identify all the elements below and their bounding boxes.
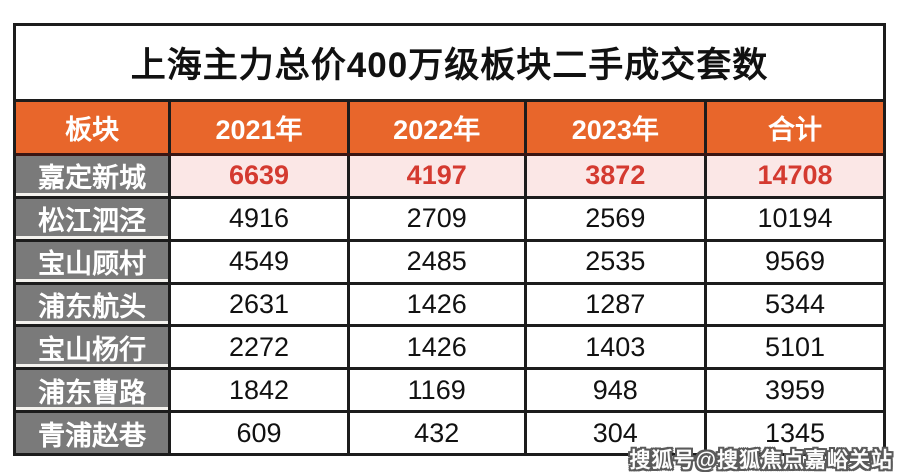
data-cell: 1287 xyxy=(526,281,707,325)
row-label: 宝山顾村 xyxy=(16,238,172,282)
data-cell: 609 xyxy=(171,410,350,454)
data-cell: 4549 xyxy=(171,238,350,282)
table-row-songjiang: 松江泗泾 4916 2709 2569 10194 xyxy=(16,195,883,239)
row-label: 浦东曹路 xyxy=(16,367,172,411)
data-cell: 6639 xyxy=(171,156,350,196)
data-cell: 2535 xyxy=(526,238,707,282)
table-row-pudong-caolu: 浦东曹路 1842 1169 948 3959 xyxy=(16,367,883,411)
row-label: 松江泗泾 xyxy=(16,195,172,239)
column-header-total: 合计 xyxy=(706,102,883,153)
row-label: 宝山杨行 xyxy=(16,324,172,368)
row-label: 青浦赵巷 xyxy=(16,410,172,454)
table-row-baoshan-gucun: 宝山顾村 4549 2485 2535 9569 xyxy=(16,238,883,282)
data-cell: 14708 xyxy=(706,156,883,196)
data-cell: 2569 xyxy=(526,195,707,239)
column-header-2021: 2021年 xyxy=(171,102,350,153)
sohu-watermark: 搜狐号@搜狐焦点嘉峪关站 xyxy=(629,449,893,472)
table-row-jiading: 嘉定新城 6639 4197 3872 14708 xyxy=(16,156,883,196)
data-cell: 4197 xyxy=(349,156,527,196)
data-cell: 4916 xyxy=(171,195,350,239)
data-cell: 5101 xyxy=(706,324,883,368)
data-cell: 1426 xyxy=(349,324,527,368)
data-cell: 2631 xyxy=(171,281,350,325)
column-header-2023: 2023年 xyxy=(526,102,707,153)
data-cell: 432 xyxy=(349,410,527,454)
table-row-qingpu-zhaoxiang: 青浦赵巷 609 432 304 1345 xyxy=(16,410,883,454)
table-row-pudong-hangtou: 浦东航头 2631 1426 1287 5344 xyxy=(16,281,883,325)
table-header-row: 板块 2021年 2022年 2023年 合计 xyxy=(16,102,883,156)
table-row-baoshan-yanghang: 宝山杨行 2272 1426 1403 5101 xyxy=(16,324,883,368)
column-header-2022: 2022年 xyxy=(349,102,527,153)
table-title: 上海主力总价400万级板块二手成交套数 xyxy=(16,26,883,102)
data-cell: 948 xyxy=(526,367,707,411)
data-cell: 3959 xyxy=(706,367,883,411)
column-header-block: 板块 xyxy=(16,102,172,153)
data-cell: 1345 xyxy=(706,410,883,454)
data-cell: 1426 xyxy=(349,281,527,325)
data-cell: 2272 xyxy=(171,324,350,368)
row-label: 浦东航头 xyxy=(16,281,172,325)
data-cell: 5344 xyxy=(706,281,883,325)
row-label: 嘉定新城 xyxy=(16,156,172,196)
data-cell: 3872 xyxy=(526,156,707,196)
data-cell: 10194 xyxy=(706,195,883,239)
data-cell: 2485 xyxy=(349,238,527,282)
data-cell: 2709 xyxy=(349,195,527,239)
data-cell: 1169 xyxy=(349,367,527,411)
data-table: 上海主力总价400万级板块二手成交套数 板块 2021年 2022年 2023年… xyxy=(13,23,886,456)
data-cell: 9569 xyxy=(706,238,883,282)
table-body: 嘉定新城 6639 4197 3872 14708 松江泗泾 4916 2709… xyxy=(16,156,883,454)
data-cell: 1842 xyxy=(171,367,350,411)
data-cell: 1403 xyxy=(526,324,707,368)
data-cell: 304 xyxy=(526,410,707,454)
